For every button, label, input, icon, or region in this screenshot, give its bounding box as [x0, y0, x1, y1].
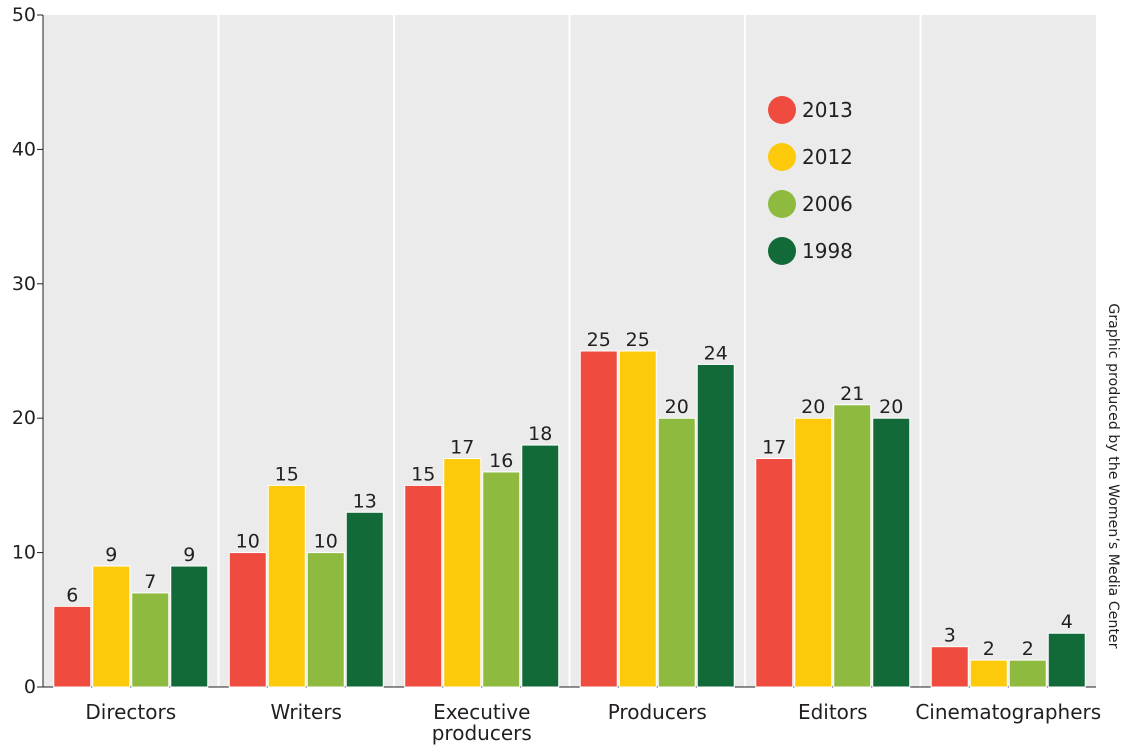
data-label: 6 [66, 584, 78, 606]
bar-2006 [833, 404, 872, 688]
bar-2006 [306, 552, 345, 688]
data-label: 21 [840, 383, 864, 405]
bar-1998 [1047, 632, 1086, 688]
data-label: 2 [983, 638, 995, 660]
category-label: Writers [271, 700, 342, 724]
data-label: 15 [275, 463, 299, 485]
data-label: 2 [1022, 638, 1034, 660]
legend-marker-2006 [768, 190, 796, 218]
data-label: 25 [587, 329, 611, 351]
data-label: 20 [879, 396, 903, 418]
credit-text: Graphic produced by the Women’s Media Ce… [1105, 303, 1121, 649]
bar-2006 [657, 417, 696, 688]
data-label: 17 [762, 437, 786, 459]
y-tick-label: 30 [12, 273, 36, 295]
bar-2012 [267, 484, 306, 688]
data-label: 17 [450, 437, 474, 459]
data-label: 3 [944, 625, 956, 647]
data-label: 7 [144, 571, 156, 593]
category-label: Editors [798, 700, 868, 724]
bar-2006 [1008, 659, 1047, 688]
bar-2013 [930, 646, 969, 688]
data-label: 15 [411, 463, 435, 485]
y-tick-label: 0 [24, 676, 36, 698]
data-label: 10 [314, 531, 338, 553]
legend-label: 2013 [802, 98, 853, 122]
data-label: 20 [801, 396, 825, 418]
bar-1998 [170, 565, 209, 688]
bar-2013 [228, 552, 267, 688]
data-label: 4 [1061, 611, 1073, 633]
y-tick-label: 10 [12, 542, 36, 564]
data-label: 16 [489, 450, 513, 472]
category-label: Producers [608, 700, 707, 724]
data-label: 25 [626, 329, 650, 351]
legend-marker-2012 [768, 143, 796, 171]
bar-1998 [872, 417, 911, 688]
bar-2006 [482, 471, 521, 688]
bar-2012 [618, 350, 657, 688]
category-label: Cinematographers [915, 700, 1101, 724]
bar-2006 [131, 592, 170, 688]
y-tick-label: 50 [12, 4, 36, 26]
data-label: 13 [353, 490, 377, 512]
legend-label: 1998 [802, 239, 853, 263]
bar-1998 [521, 444, 560, 688]
category-label: producers [432, 721, 532, 745]
bar-2013 [53, 605, 92, 688]
data-label: 9 [105, 544, 117, 566]
y-tick-label: 20 [12, 407, 36, 429]
legend-marker-2013 [768, 96, 796, 124]
legend-label: 2006 [802, 192, 853, 216]
bar-2012 [794, 417, 833, 688]
data-label: 9 [183, 544, 195, 566]
y-tick-label: 40 [12, 138, 36, 160]
data-label: 20 [665, 396, 689, 418]
category-label: Directors [85, 700, 176, 724]
data-label: 24 [704, 342, 728, 364]
bar-2012 [443, 458, 482, 688]
legend-marker-1998 [768, 237, 796, 265]
bar-2013 [579, 350, 618, 688]
bar-1998 [345, 511, 384, 688]
bar-2012 [92, 565, 131, 688]
legend-label: 2012 [802, 145, 853, 169]
bar-2013 [755, 458, 794, 688]
bar-1998 [696, 363, 735, 688]
data-label: 10 [236, 531, 260, 553]
data-label: 18 [528, 423, 552, 445]
category-label: Executive [433, 700, 530, 724]
bar-2013 [404, 484, 443, 688]
bar-2012 [969, 659, 1008, 688]
